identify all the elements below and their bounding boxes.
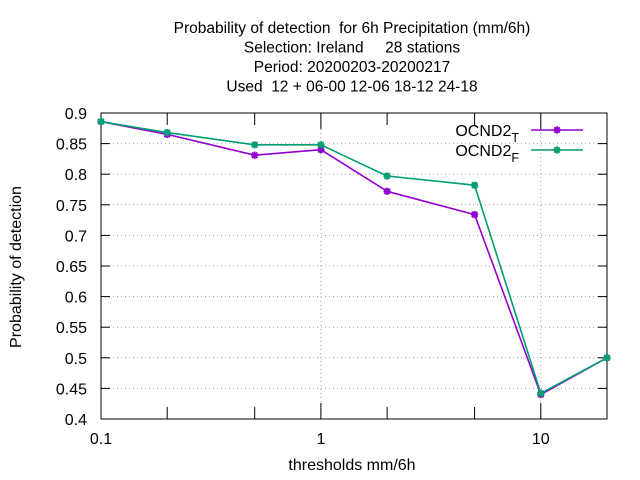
series-line-0 — [100, 120, 608, 396]
y-tick-label: 0.55 — [56, 320, 87, 337]
legend-subscript: T — [511, 131, 519, 145]
series-0-point-core — [384, 189, 390, 194]
y-tick-label: 0.4 — [65, 412, 87, 429]
x-tick-label: 10 — [532, 431, 550, 448]
y-tick-label: 0.85 — [56, 137, 87, 154]
series-1-point-core — [252, 142, 257, 148]
series-0-point-core — [252, 153, 257, 158]
legend-label: OCND2T — [455, 123, 519, 145]
y-tick-label: 0.65 — [56, 259, 87, 276]
x-tick-label: 1 — [316, 431, 325, 448]
series-1-point-core — [164, 130, 170, 135]
title-line: Period: 20200203-20200217 — [254, 59, 451, 76]
series-1-point-core — [98, 119, 104, 124]
grid — [101, 113, 607, 419]
series-1-point-core — [604, 355, 610, 360]
series-1-point-core — [384, 173, 390, 179]
legend-subscript: F — [511, 151, 519, 165]
series-line-1 — [100, 120, 608, 395]
series-lines — [97, 117, 611, 399]
y-tick-label: 0.9 — [65, 106, 87, 123]
legend-marker-core — [554, 127, 560, 133]
y-tick-label: 0.7 — [65, 228, 87, 245]
y-tick-label: 0.6 — [65, 290, 87, 307]
title-line: Probability of detection for 6h Precipit… — [174, 20, 531, 37]
y-tick-label: 0.8 — [65, 167, 87, 184]
y-tick-label: 0.5 — [65, 351, 87, 368]
y-axis-label: Probability of detection — [8, 186, 25, 348]
x-axis-label: thresholds mm/6h — [288, 457, 415, 474]
title-line: Selection: Ireland 28 stations — [244, 40, 461, 57]
axes: 0.4 0.45 0.5 0.55 0.6 0.65 0.7 0.75 0.8 0.85 0.9 0.… — [56, 106, 608, 448]
series-0-point-core — [472, 212, 477, 217]
chart-title: Probability of detection for 6h Precipit… — [174, 20, 531, 96]
legend-marker-core — [554, 147, 560, 153]
legend-label: OCND2F — [455, 143, 519, 165]
y-tick-label: 0.75 — [56, 198, 87, 215]
title-line: Used 12 + 06-00 12-06 18-12 24-18 — [226, 79, 477, 96]
x-tick-label: 0.1 — [90, 431, 112, 448]
y-tick-label: 0.45 — [56, 381, 87, 398]
series-1-point-core — [538, 391, 544, 396]
series-1-point-core — [318, 142, 324, 148]
series-0-point-core — [318, 147, 324, 152]
series-1-point-core — [472, 183, 477, 188]
